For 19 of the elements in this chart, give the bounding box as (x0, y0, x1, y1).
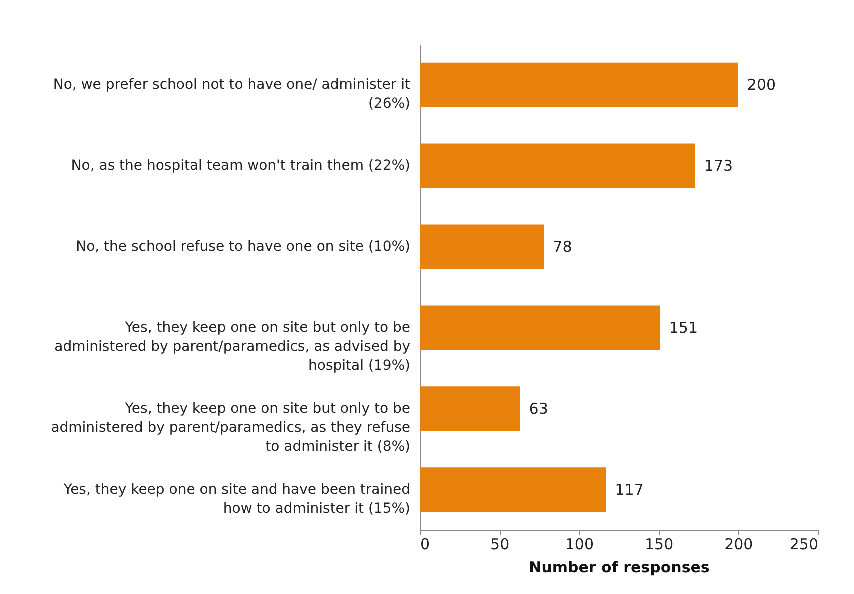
y-tick-label: Yes, they keep one on site and have been trained how to administer it (15%) (62, 482, 410, 517)
x-tick-label: 100 (565, 536, 594, 554)
x-tick-label: 0 (420, 536, 430, 554)
y-tick-label: No, the school refuse to have one on site (10%) (76, 239, 410, 256)
y-tick-label: No, as the hospital team won't train them (22%) (71, 158, 410, 174)
y-tick-label: Yes, they keep one on site but only to be administered by parent/paramedics, as they refuse to administer it (8%) (51, 400, 410, 455)
x-tick-label: 150 (644, 536, 674, 554)
x-tick-label: 250 (790, 536, 818, 554)
x-tick-label: 200 (724, 536, 754, 554)
data-label: 200 (747, 76, 776, 94)
data-label: 63 (529, 400, 548, 418)
data-label: 151 (669, 318, 698, 337)
x-tick-label: 50 (490, 536, 510, 554)
x-axis-title: Number of responses (529, 558, 710, 576)
data-label: 117 (615, 480, 644, 499)
data-label: 173 (704, 157, 734, 176)
y-tick-label: No, we prefer school not to have one/ administer it (26%) (53, 77, 412, 112)
data-label: 78 (553, 238, 572, 256)
y-tick-label: Yes, they keep one on site but only to be administered by parent/paramedics, as advised by hospital (19%) (54, 320, 410, 374)
